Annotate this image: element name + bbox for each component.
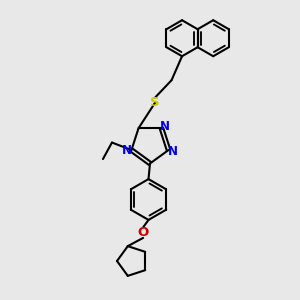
Text: O: O [137, 226, 149, 239]
Text: N: N [122, 143, 132, 157]
Text: N: N [160, 120, 170, 133]
Text: S: S [150, 96, 160, 109]
Text: N: N [167, 145, 177, 158]
